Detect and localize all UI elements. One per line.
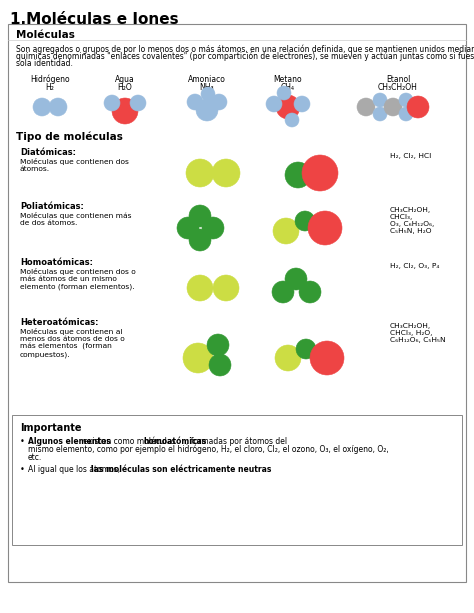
Circle shape (285, 113, 299, 127)
Text: H₂, Cl₂, O₃, P₄: H₂, Cl₂, O₃, P₄ (390, 263, 439, 269)
Circle shape (130, 95, 146, 111)
Circle shape (299, 281, 321, 303)
Text: Moléculas que contienen dos
átomos.: Moléculas que contienen dos átomos. (20, 158, 129, 172)
Circle shape (285, 268, 307, 290)
Circle shape (186, 159, 214, 187)
Circle shape (209, 354, 231, 376)
Circle shape (285, 162, 311, 188)
Text: Al igual que los átomos,: Al igual que los átomos, (28, 465, 122, 474)
Text: Moléculas que contienen dos o
más átomos de un mismo
elemento (forman elementos): Moléculas que contienen dos o más átomos… (20, 268, 136, 289)
Text: Diatómicas:: Diatómicas: (20, 148, 76, 157)
Circle shape (201, 87, 215, 101)
Text: , formadas por átomos del: , formadas por átomos del (186, 437, 287, 446)
Circle shape (384, 98, 402, 116)
Circle shape (187, 275, 213, 301)
Circle shape (207, 334, 229, 356)
Text: etc.: etc. (28, 453, 42, 462)
Text: homoatómicas: homoatómicas (143, 437, 206, 446)
Circle shape (49, 98, 67, 116)
Text: .: . (211, 465, 213, 474)
Circle shape (112, 98, 138, 124)
Text: H₂O: H₂O (118, 83, 132, 92)
Text: existen como moléculas: existen como moléculas (81, 437, 178, 446)
Circle shape (202, 217, 224, 239)
Circle shape (266, 96, 282, 112)
Circle shape (308, 211, 342, 245)
Text: Moléculas que contienen al
menos dos átomos de dos o
más elementos  (forman
comp: Moléculas que contienen al menos dos áto… (20, 328, 125, 357)
Text: NH₃: NH₃ (200, 83, 214, 92)
Text: Metano: Metano (273, 75, 302, 84)
Circle shape (183, 343, 213, 373)
Circle shape (373, 107, 387, 121)
Circle shape (407, 96, 429, 118)
Text: Moléculas: Moléculas (16, 30, 75, 40)
Text: Tipo de moléculas: Tipo de moléculas (16, 132, 123, 142)
Circle shape (357, 98, 375, 116)
Text: H₂, Cl₂, HCl: H₂, Cl₂, HCl (390, 153, 431, 159)
Circle shape (373, 93, 387, 107)
Circle shape (272, 281, 294, 303)
Text: Moléculas que contienen más
de dos átomos.: Moléculas que contienen más de dos átomo… (20, 212, 131, 226)
Text: CH₃CH₂OH: CH₃CH₂OH (378, 83, 418, 92)
Text: •: • (20, 437, 25, 446)
Text: •: • (20, 465, 25, 474)
Circle shape (399, 107, 413, 121)
Circle shape (213, 275, 239, 301)
Circle shape (33, 98, 51, 116)
Text: Homoatómicas:: Homoatómicas: (20, 258, 93, 267)
Text: Hidrógeno: Hidrógeno (30, 75, 70, 85)
Text: Poliatómicas:: Poliatómicas: (20, 202, 84, 211)
Circle shape (296, 339, 316, 359)
Circle shape (187, 94, 203, 110)
Circle shape (277, 86, 291, 100)
Text: Heteroatómicas:: Heteroatómicas: (20, 318, 99, 327)
Circle shape (310, 341, 344, 375)
Circle shape (104, 95, 120, 111)
Circle shape (295, 211, 315, 231)
Circle shape (177, 217, 199, 239)
Circle shape (302, 155, 338, 191)
Text: H₂: H₂ (46, 83, 55, 92)
Circle shape (189, 205, 211, 227)
Text: Son agregados o grupos de por lo menos dos o más átomos, en una relación definid: Son agregados o grupos de por lo menos d… (16, 44, 474, 53)
Bar (12, 415, 462, 545)
Text: químicas denominadas "enlaces covalentes" (por compartición de electrones), se m: químicas denominadas "enlaces covalentes… (16, 51, 474, 61)
Text: CH₄: CH₄ (281, 83, 295, 92)
Text: Importante: Importante (20, 423, 82, 433)
Text: mismo elemento, como por ejemplo el hidrógeno, H₂, el cloro, Cl₂, el ozono, O₃, : mismo elemento, como por ejemplo el hidr… (28, 445, 389, 454)
Text: sola identidad.: sola identidad. (16, 59, 73, 68)
Text: las moléculas son eléctricamente neutras: las moléculas son eléctricamente neutras (91, 465, 272, 474)
Circle shape (276, 95, 300, 119)
Text: 1.Moléculas e Iones: 1.Moléculas e Iones (10, 12, 179, 27)
Circle shape (189, 229, 211, 251)
Text: CH₃CH₂OH,
CHCl₃, H₂O,
C₆H₁₂O₆, C₅H₅N: CH₃CH₂OH, CHCl₃, H₂O, C₆H₁₂O₆, C₅H₅N (390, 323, 446, 343)
Circle shape (275, 345, 301, 371)
Text: Agua: Agua (115, 75, 135, 84)
Circle shape (196, 99, 218, 121)
Circle shape (294, 96, 310, 112)
Circle shape (273, 218, 299, 244)
Text: Etanol: Etanol (386, 75, 410, 84)
Text: CH₃CH₂OH,
CHCl₃,
O₃, C₆H₁₂O₆,
C₅H₅N, H₂O: CH₃CH₂OH, CHCl₃, O₃, C₆H₁₂O₆, C₅H₅N, H₂O (390, 207, 434, 234)
Circle shape (212, 159, 240, 187)
Circle shape (211, 94, 227, 110)
Circle shape (399, 93, 413, 107)
Text: Amoniaco: Amoniaco (188, 75, 226, 84)
Text: Algunos elementos: Algunos elementos (28, 437, 111, 446)
